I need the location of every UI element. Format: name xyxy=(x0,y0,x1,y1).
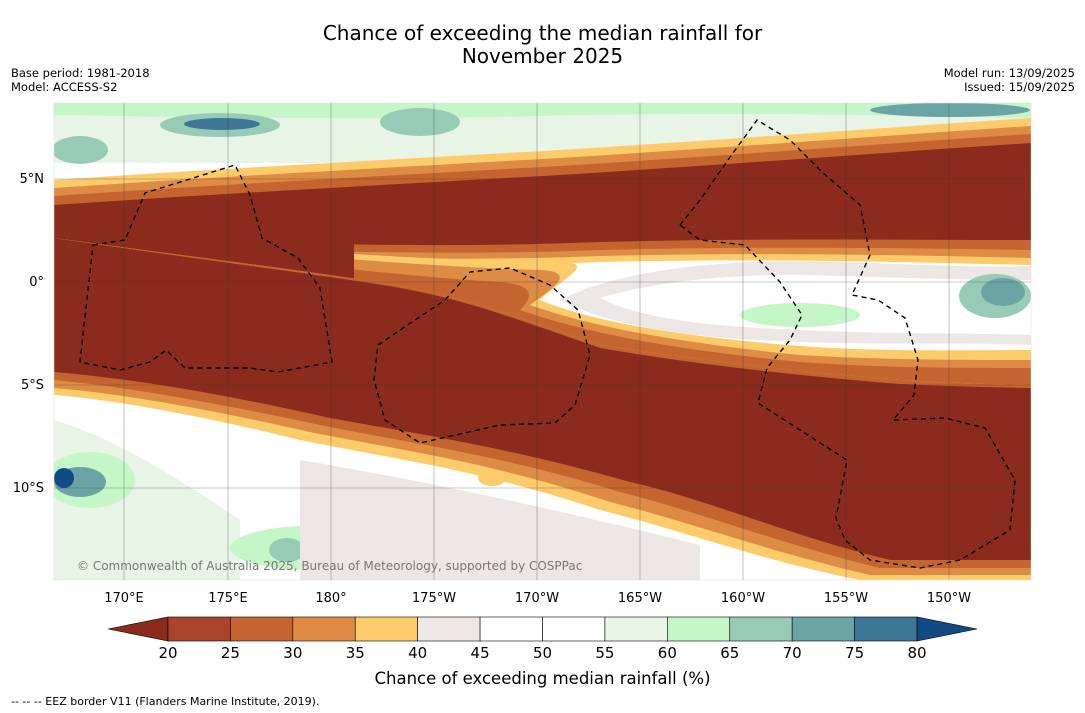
eez-border-tuvalu-kiribati xyxy=(79,164,333,373)
colorbar-swatch xyxy=(417,616,481,642)
lon-label: 160°W xyxy=(721,591,765,606)
eez-border-tokelau xyxy=(373,267,591,444)
issued-date: Issued: 15/09/2025 xyxy=(964,80,1075,94)
colorbar-swatch xyxy=(604,616,668,642)
colorbar-swatch xyxy=(791,616,855,642)
colorbar-tick-label: 75 xyxy=(845,644,864,662)
lon-label: 175°W xyxy=(412,591,456,606)
lat-label: 10°S xyxy=(13,481,44,496)
model-run: Model run: 13/09/2025 xyxy=(943,66,1075,80)
base-period: Base period: 1981-2018 xyxy=(11,66,150,80)
south-blue-patch xyxy=(54,468,74,488)
colorbar-swatch xyxy=(729,616,793,642)
eez-borders xyxy=(79,119,1016,569)
north-band-core xyxy=(54,143,1031,246)
colorbar-swatch xyxy=(230,616,294,642)
north-green-band xyxy=(54,103,1031,119)
lon-label: 170°E xyxy=(104,591,144,606)
lat-label: 0° xyxy=(29,275,44,290)
meta-right: Model run: 13/09/2025 Issued: 15/09/2025 xyxy=(944,66,1075,94)
map-title: Chance of exceeding the median rainfall … xyxy=(0,22,1085,68)
equator-green-patch xyxy=(740,303,860,327)
colorbar-tick-label: 60 xyxy=(658,644,677,662)
colorbar-swatch xyxy=(542,616,606,642)
colorbar-swatch xyxy=(854,616,918,642)
colorbar-tick-label: 20 xyxy=(158,644,177,662)
longitude-labels: 170°E 175°E 180° 175°W 170°W 165°W 160°W… xyxy=(104,591,971,606)
colorbar-swatch xyxy=(292,616,356,642)
lat-label: 5°N xyxy=(20,172,45,187)
colorbar-tick-label: 40 xyxy=(408,644,427,662)
eez-border-cook-islands xyxy=(679,119,1016,569)
colorbar-tick-label: 80 xyxy=(907,644,926,662)
colorbar-swatch xyxy=(167,616,231,642)
meta-left: Base period: 1981-2018 Model: ACCESS-S2 xyxy=(11,66,150,94)
dry-spot xyxy=(478,470,506,486)
title-line-1: Chance of exceeding the median rainfall … xyxy=(322,21,763,45)
colorbar-tick-label: 65 xyxy=(720,644,739,662)
lon-label: 170°W xyxy=(515,591,559,606)
colorbar-swatch xyxy=(667,616,731,642)
attribution: © Commonwealth of Australia 2025, Bureau… xyxy=(77,559,583,573)
equator-teal-core xyxy=(981,278,1025,306)
south-grey-band xyxy=(300,460,700,580)
colorbar-under-triangle xyxy=(107,616,169,642)
north-teal-patch xyxy=(870,103,1030,117)
lon-label: 180° xyxy=(315,591,346,606)
lon-label: 150°W xyxy=(927,591,971,606)
north-blue-patch-1 xyxy=(184,118,260,130)
south-dry-core xyxy=(54,238,1031,560)
map-field xyxy=(54,103,1031,580)
colorbar-over-triangle xyxy=(916,616,978,642)
lon-label: 155°W xyxy=(824,591,868,606)
lon-label: 175°E xyxy=(208,591,248,606)
colorbar-tick-label: 45 xyxy=(471,644,490,662)
colorbar-tick-label: 25 xyxy=(221,644,240,662)
title-line-2: November 2025 xyxy=(461,44,624,68)
colorbar-label: Chance of exceeding median rainfall (%) xyxy=(374,669,711,688)
colorbar-swatch xyxy=(479,616,543,642)
map-frame xyxy=(53,102,1032,581)
colorbar-tick-label: 35 xyxy=(346,644,365,662)
colorbar-tick-label: 55 xyxy=(595,644,614,662)
colorbar-tick-label: 30 xyxy=(283,644,302,662)
colorbar-tick-label: 50 xyxy=(533,644,552,662)
colorbar: 20 25 30 35 40 45 50 55 60 65 70 75 80 xyxy=(107,616,978,662)
model-name: Model: ACCESS-S2 xyxy=(11,80,118,94)
lon-label: 165°W xyxy=(618,591,662,606)
colorbar-swatch xyxy=(354,616,418,642)
latitude-labels: 5°N 0° 5°S 10°S xyxy=(13,172,44,496)
lat-label: 5°S xyxy=(21,378,44,393)
colorbar-tick-label: 70 xyxy=(783,644,802,662)
north-green-patch-3 xyxy=(54,136,108,164)
south-teal-patch-2 xyxy=(269,538,305,562)
north-green-patch-2 xyxy=(380,108,460,136)
eez-footnote: -- -- -- EEZ border V11 (Flanders Marine… xyxy=(11,695,320,708)
